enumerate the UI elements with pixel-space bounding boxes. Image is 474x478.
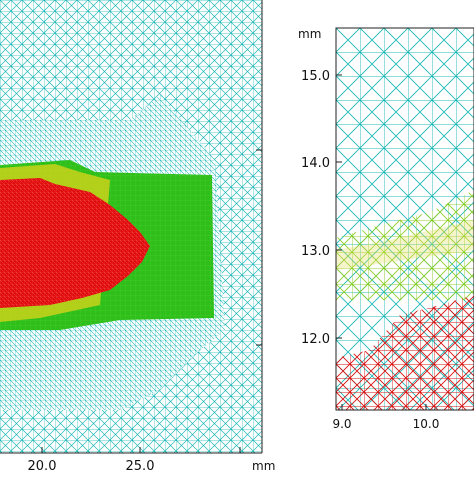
y-tick-label: 14.0 [301,156,330,171]
yellow-mesh-band [336,220,474,270]
y-tick-label: 15.0 [301,69,330,84]
zoom-plot-frame [335,27,474,411]
red-temperature-region [0,178,150,308]
left-mesh-plot: 20.0 25.0 mm [0,0,275,474]
right-mesh-plot: mm 15.0 14.0 13.0 12.0 9.0 10.0 [298,27,474,431]
y-tick-label: 13.0 [301,244,330,259]
red-mesh-cells [336,295,474,410]
green-mesh-cells [336,190,474,300]
x-unit-label: mm [252,459,275,473]
x-tick-label: 9.0 [332,417,351,431]
y-unit-label: mm [298,27,321,41]
right-mesh-panel: mm 15.0 14.0 13.0 12.0 9.0 10.0 [290,0,474,474]
x-tick-label: 10.0 [413,417,440,431]
x-tick-label: 25.0 [126,459,155,474]
left-mesh-panel: 20.0 25.0 mm [0,0,275,474]
x-tick-label: 20.0 [28,459,57,474]
y-tick-label: 12.0 [301,332,330,347]
